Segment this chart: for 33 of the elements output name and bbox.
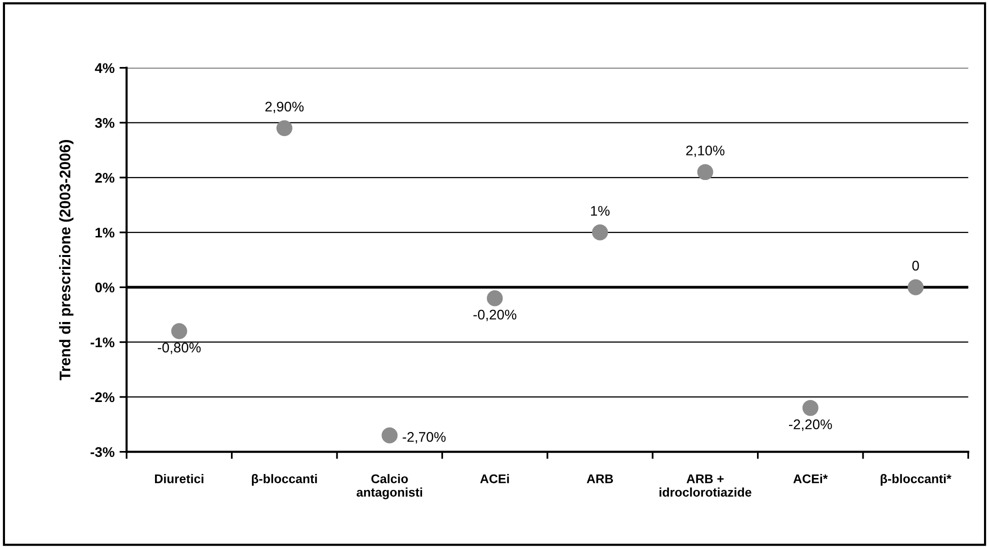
y-tick-label: 1% [96,228,114,238]
data-label: -0,80% [158,342,201,354]
data-label: -2,70% [402,432,446,444]
y-tick-label: 0% [95,282,114,292]
data-label: 0 [912,260,919,271]
x-tick-label: ARB + idroclorotiazide [660,474,752,497]
x-tick-label: β-bloccanti [252,474,317,486]
x-tick-label: β-bloccanti* [880,474,952,486]
x-tick-label: ACEi* [793,474,828,484]
point [802,400,818,416]
point [486,290,503,306]
point [171,323,188,340]
x-tick-label: ACEi [480,474,509,484]
y-tick-label: 3% [95,118,114,128]
data-label: 2,10% [686,146,724,158]
point [908,279,924,296]
x-tick-label: ARB [586,474,613,484]
point [592,224,608,240]
y-tick-label: -2% [90,392,114,402]
y-axis-title: Trend di prescrizione (2003-2006) [59,140,74,380]
data-label: -0,20% [473,310,516,322]
point [382,427,398,444]
y-tick-label: 4% [94,63,114,73]
y-tick-label: 2% [95,172,114,183]
x-tick-label: Calcio antagonisti [356,474,422,500]
y-tick-label: -1% [90,337,114,348]
point [276,120,292,136]
x-tick-label: Diuretici [155,474,204,484]
data-label: 1% [591,206,610,216]
y-tick-label: -3% [90,447,114,458]
data-label: 2,90% [265,102,304,114]
data-label: -2,20% [789,419,832,431]
point [697,164,714,180]
